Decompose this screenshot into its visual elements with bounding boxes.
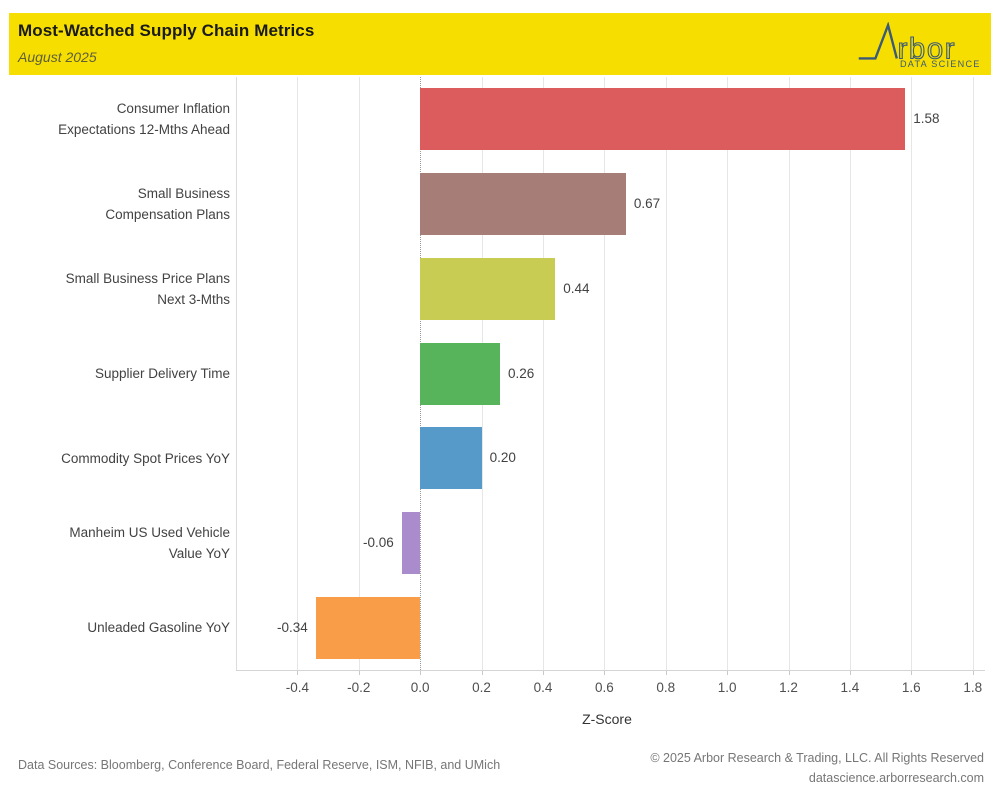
axis-tick xyxy=(911,670,913,675)
x-axis-title: Z-Score xyxy=(236,710,985,727)
x-tick-label: -0.2 xyxy=(347,680,371,695)
x-tick-label: -0.4 xyxy=(285,680,310,695)
value-label: 0.20 xyxy=(489,450,516,466)
axis-tick xyxy=(420,670,422,675)
x-tick-label: 0.8 xyxy=(656,680,676,695)
axis-tick xyxy=(481,670,483,675)
category-label: Small Business Compensation Plans xyxy=(105,186,230,223)
gridline xyxy=(665,77,667,670)
value-label: 0.67 xyxy=(633,196,661,212)
bar-mark[interactable] xyxy=(420,173,626,236)
x-tick-label: 1.4 xyxy=(840,680,860,695)
x-tick-label: 1.0 xyxy=(717,680,737,695)
x-tick-label: 0.0 xyxy=(410,680,430,695)
x-tick-label: 0.4 xyxy=(533,680,553,695)
page-title: Most-Watched Supply Chain Metrics xyxy=(18,21,315,40)
x-tick-label: 1.6 xyxy=(901,680,921,695)
bar-mark[interactable] xyxy=(420,88,906,151)
gridline xyxy=(297,77,299,670)
x-axis-title-label: Z-Score xyxy=(582,711,632,728)
axis-tick xyxy=(788,670,790,675)
website-link[interactable]: datascience.arborresearch.com xyxy=(808,771,984,785)
value-label: -0.34 xyxy=(277,619,308,635)
axis-tick xyxy=(727,670,729,675)
bar-mark[interactable] xyxy=(420,257,556,320)
category-label: Manheim US Used Vehicle Value YoY xyxy=(69,524,230,561)
gridline xyxy=(604,77,606,670)
gridline xyxy=(972,77,974,670)
x-tick-label: 0.6 xyxy=(594,680,614,695)
bar-mark[interactable] xyxy=(315,596,421,659)
gridline xyxy=(788,77,790,670)
value-label: 0.44 xyxy=(563,280,590,296)
header-banner: Most-Watched Supply Chain Metrics August… xyxy=(9,13,991,75)
category-label: Commodity Spot Prices YoY xyxy=(61,450,230,466)
x-tick-label: 1.2 xyxy=(779,680,798,695)
category-label: Consumer Inflation Expectations 12-Mths A… xyxy=(58,101,230,138)
data-sources-note: Data Sources: Bloomberg, Conference Boar… xyxy=(18,758,501,772)
plot-left-border xyxy=(236,77,237,670)
x-axis-line xyxy=(236,670,985,671)
bar-mark[interactable] xyxy=(420,427,482,490)
value-label: -0.06 xyxy=(362,534,394,550)
x-tick-label: 0.2 xyxy=(472,680,491,695)
x-tick-label: 1.8 xyxy=(963,680,983,695)
gridline xyxy=(542,77,544,670)
axis-tick xyxy=(297,670,299,675)
category-label: Supplier Delivery Time xyxy=(94,366,230,381)
axis-tick xyxy=(849,670,851,675)
bar-mark[interactable] xyxy=(420,342,500,405)
svg-text:rbor: rbor xyxy=(898,32,957,65)
gridline xyxy=(849,77,851,670)
bar-mark[interactable] xyxy=(401,511,421,574)
arbor-logo-icon: rbor DATA SCIENCE xyxy=(858,22,981,68)
axis-tick xyxy=(542,670,544,675)
gridline xyxy=(358,77,360,670)
axis-tick xyxy=(604,670,606,675)
page-subtitle: August 2025 xyxy=(18,49,97,65)
axis-tick xyxy=(972,670,974,675)
value-label: 1.58 xyxy=(913,111,940,127)
gridline xyxy=(727,77,729,670)
value-label: 0.26 xyxy=(507,365,535,381)
axis-tick xyxy=(665,670,667,675)
copyright-note: © 2025 Arbor Research & Trading, LLC. Al… xyxy=(650,748,984,788)
copyright-line: © 2025 Arbor Research & Trading, LLC. Al… xyxy=(650,751,984,765)
axis-tick xyxy=(358,670,360,675)
category-label: Small Business Price Plans Next 3-Mths xyxy=(65,270,230,307)
category-label: Unleaded Gasoline YoY xyxy=(87,620,230,636)
svg-text:DATA SCIENCE: DATA SCIENCE xyxy=(900,59,981,68)
gridline xyxy=(911,77,913,670)
